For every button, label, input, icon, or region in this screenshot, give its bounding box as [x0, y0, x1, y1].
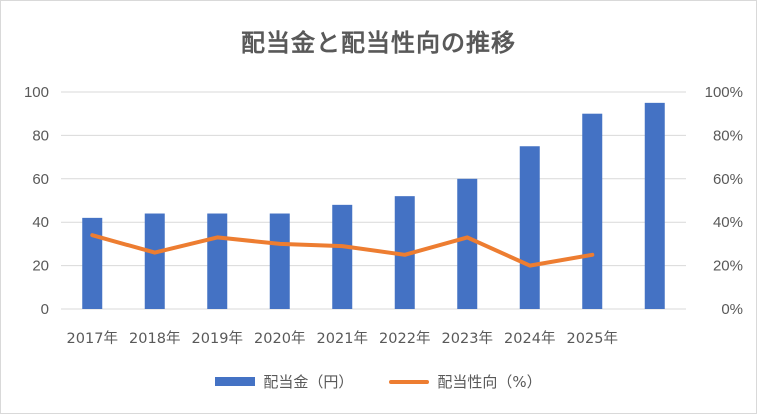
- y-left-tick-label: 40: [32, 214, 49, 231]
- y-right-tick-label: 40%: [713, 214, 743, 231]
- y-right-tick-label: 60%: [713, 171, 743, 188]
- x-tick-label: 2019年: [192, 330, 243, 347]
- x-tick-label: 2024年: [504, 330, 555, 347]
- y-right-tick-label: 0%: [721, 301, 743, 318]
- bar-dividend: [144, 213, 165, 309]
- bar-dividend: [269, 213, 290, 309]
- y-right-tick-label: 80%: [713, 127, 743, 144]
- chart-title: 配当金と配当性向の推移: [241, 29, 516, 57]
- x-tick-label: 2025年: [567, 330, 618, 347]
- chart-legend: 配当金（円） 配当性向（%）: [1, 371, 756, 392]
- y-left-tick-label: 60: [32, 171, 49, 188]
- bar-dividend: [207, 213, 228, 309]
- y-left-tick-label: 0: [41, 301, 49, 318]
- y-left-tick-label: 20: [32, 258, 49, 275]
- x-tick-label: 2022年: [379, 330, 430, 347]
- bar-dividend: [644, 102, 665, 309]
- x-tick-label: 2023年: [442, 330, 493, 347]
- bar-dividend: [394, 196, 415, 309]
- legend-swatch-bar: [215, 377, 256, 386]
- bar-dividend: [519, 146, 540, 309]
- legend-item-dividend[interactable]: 配当金（円）: [215, 371, 353, 392]
- bar-dividend: [82, 217, 103, 309]
- x-tick-label: 2020年: [254, 330, 305, 347]
- legend-swatch-line: [389, 379, 430, 384]
- x-tick-label: 2018年: [129, 330, 180, 347]
- y-left-tick-label: 80: [32, 127, 49, 144]
- chart-plot: 0 20 40 60 80 100 0% 20% 40% 60% 80% 100% 2017年 2018年…: [24, 84, 743, 347]
- bar-dividend: [582, 113, 603, 309]
- y-right-tick-label: 100%: [705, 84, 743, 101]
- legend-item-payout-ratio[interactable]: 配当性向（%）: [389, 371, 542, 392]
- bar-dividend: [332, 204, 353, 309]
- y-right-tick-label: 20%: [713, 258, 743, 275]
- legend-label-payout-ratio: 配当性向（%）: [437, 373, 542, 391]
- legend-label-dividend: 配当金（円）: [263, 373, 354, 391]
- bar-dividend: [457, 178, 478, 309]
- y-left-tick-label: 100: [24, 84, 49, 101]
- x-tick-label: 2021年: [317, 330, 368, 347]
- line-payout-ratio: [90, 233, 595, 268]
- x-tick-label: 2017年: [67, 330, 118, 347]
